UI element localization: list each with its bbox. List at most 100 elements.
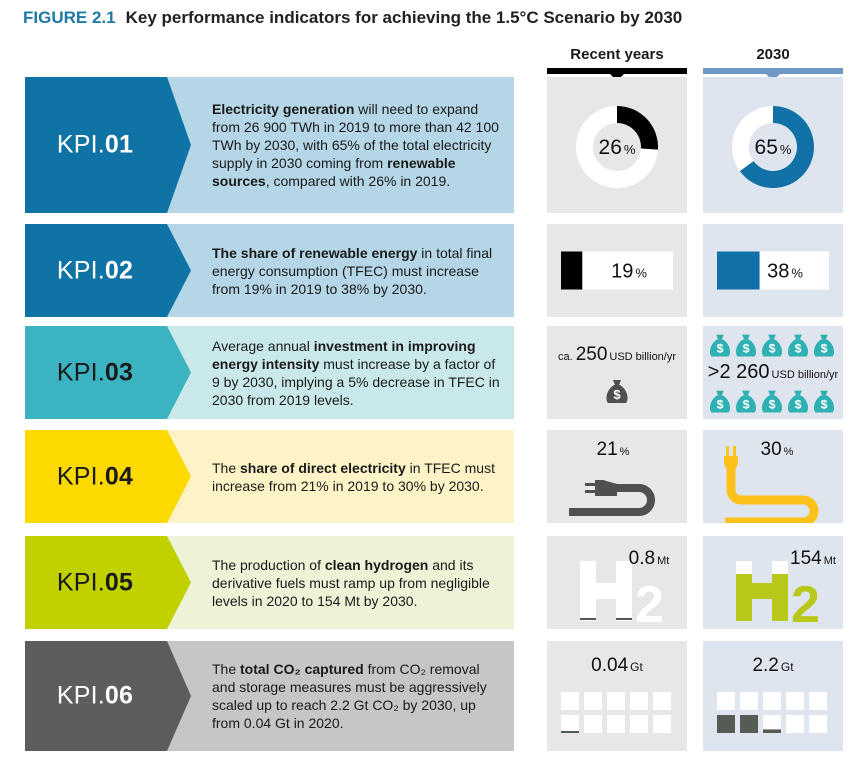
- recent-value-label: 0.04 Gt: [591, 655, 643, 676]
- svg-text:$: $: [717, 398, 724, 412]
- value-unit: Gt: [781, 660, 794, 674]
- capacity-block: [607, 715, 625, 733]
- kpi-description-emphasis: Electricity generation: [212, 101, 355, 117]
- kpi-chevron: KPI.02: [25, 224, 191, 317]
- value-unit: Mt: [657, 555, 669, 567]
- kpi-chevron-shape: [25, 430, 191, 523]
- future-donut-segment: [739, 106, 814, 188]
- capacity-block: [584, 715, 602, 733]
- kpi-01-future-graphic: 65%: [732, 106, 814, 188]
- hydrogen-h2-icon: 2: [580, 561, 664, 629]
- kpi-description-text: and its derivative fuels must ramp up fr…: [212, 556, 490, 609]
- value-unit: Gt: [630, 660, 643, 674]
- svg-text:$: $: [769, 398, 776, 412]
- kpi-prefix: KPI.: [56, 256, 105, 284]
- svg-text:2: 2: [791, 576, 820, 629]
- kpi-number: 01: [104, 130, 134, 159]
- value-number: 38: [767, 261, 789, 283]
- captured-fill: [561, 731, 579, 733]
- value-unit: %: [784, 446, 794, 458]
- value-number: 65: [755, 136, 778, 159]
- kpi-description-band: KPI.03 Average annual investment in impro…: [25, 326, 514, 419]
- money-bag-icon: $: [735, 390, 757, 413]
- kpi-row-02: KPI.02 The share of renewable energy in t…: [25, 224, 865, 317]
- kpi-description-text: in TFEC must increase from 21% in 2019 t…: [212, 459, 495, 494]
- kpi-description: The share of direct electricity in TFEC …: [212, 459, 504, 495]
- kpi-row-03: KPI.03 Average annual investment in impro…: [25, 326, 865, 419]
- svg-text:$: $: [769, 342, 776, 356]
- capacity-block: [630, 692, 648, 710]
- capacity-block: [653, 715, 671, 733]
- future-value-label: 38%: [767, 261, 803, 283]
- figure-number: FIGURE 2.1: [23, 8, 116, 27]
- capacity-block: [763, 692, 781, 710]
- money-bag-icon: $: [787, 390, 809, 413]
- money-bag-icon: $: [606, 380, 628, 403]
- kpi-prefix: KPI.: [56, 130, 105, 159]
- value-unit: %: [791, 266, 803, 281]
- kpi-description-band: KPI.01 Electricity generation will need t…: [25, 77, 514, 213]
- kpi-label: KPI.04: [25, 462, 165, 491]
- kpi-prefix: KPI.: [56, 681, 105, 710]
- column-header-recent-label: Recent years: [570, 46, 664, 63]
- figure-title: FIGURE 2.1 Key performance indicators for…: [23, 8, 682, 28]
- capacity-block: [607, 692, 625, 710]
- column-header-recent-bar: [547, 68, 687, 74]
- kpi-06-future-panel: 2.2 Gt: [703, 641, 843, 751]
- capacity-block: [763, 715, 781, 733]
- kpi-row-05: KPI.05 The production of clean hydrogen a…: [25, 536, 865, 629]
- kpi-row-01: KPI.01 Electricity generation will need t…: [25, 77, 865, 213]
- kpi-06-recent-graphic: 0.04 Gt: [561, 655, 671, 733]
- captured-fill: [717, 715, 735, 733]
- kpi-description-text: in total final energy consumption (TFEC)…: [212, 244, 493, 297]
- captured-fill: [763, 729, 781, 733]
- kpi-chevron: KPI.01: [25, 77, 191, 213]
- figure-title-text: Key performance indicators for achieving…: [125, 8, 683, 27]
- kpi-description-text: Average annual: [212, 337, 314, 354]
- kpi-description: The share of renewable energy in total f…: [212, 244, 504, 298]
- capacity-block: [653, 692, 671, 710]
- kpi-description: Average annual investment in improving e…: [212, 337, 504, 409]
- capacity-block: [561, 692, 579, 710]
- kpi-02-recent-panel: 19%: [547, 224, 687, 317]
- kpi-number: 05: [104, 568, 134, 596]
- recent-co2-blocks: [561, 692, 671, 733]
- future-co2-blocks: [717, 692, 827, 733]
- kpi-description-text: The: [212, 459, 241, 476]
- kpi-05-recent-graphic: 2 0.8 Mt: [580, 548, 670, 629]
- kpi-description: The production of clean hydrogen and its…: [212, 556, 504, 610]
- value-unit: %: [620, 446, 630, 458]
- kpi-chevron-shape: [25, 77, 191, 213]
- kpi-prefix: KPI.: [56, 358, 105, 386]
- kpi-description-text: The: [212, 661, 241, 677]
- capacity-block: [809, 715, 827, 733]
- kpi-01-future-panel: 65%: [703, 77, 843, 213]
- kpi-chevron-shape: [25, 224, 191, 317]
- kpi-05-recent-panel: 2 0.8 Mt: [547, 536, 687, 629]
- column-header-2030-bar: [703, 68, 843, 74]
- svg-text:$: $: [743, 398, 750, 412]
- recent-value-label: 0.8 Mt: [629, 548, 670, 569]
- kpi-chevron-shape: [25, 536, 191, 629]
- money-bag-icon: $: [761, 334, 783, 357]
- value-unit: %: [624, 142, 636, 157]
- recent-value-label: 26%: [599, 136, 636, 159]
- kpi-01-recent-panel: 26%: [547, 77, 687, 213]
- kpi-chevron: KPI.04: [25, 430, 191, 523]
- svg-text:2: 2: [791, 576, 820, 629]
- money-bag-icon: $: [813, 334, 835, 357]
- kpi-description-emphasis: share of direct electricity: [240, 459, 406, 476]
- kpi-description-text: will need to expand from 26 900 TWh in 2…: [212, 101, 499, 171]
- kpi-description: The total CO₂ captured from CO₂ removal …: [212, 660, 504, 732]
- recent-donut-segment: [617, 106, 658, 150]
- capacity-block: [561, 715, 579, 733]
- value-unit: USD billion/yr: [772, 369, 839, 381]
- kpi-03-recent-graphic: ca. 250 USD billion/yr $: [558, 344, 676, 403]
- kpi-label: KPI.01: [25, 131, 165, 160]
- capacity-block: [809, 692, 827, 710]
- kpi-label: KPI.02: [25, 256, 165, 285]
- kpi-description-emphasis: renewable sources: [212, 155, 456, 189]
- value-number: 2 260: [719, 361, 769, 383]
- svg-text:$: $: [743, 342, 750, 356]
- kpi-chevron: KPI.05: [25, 536, 191, 629]
